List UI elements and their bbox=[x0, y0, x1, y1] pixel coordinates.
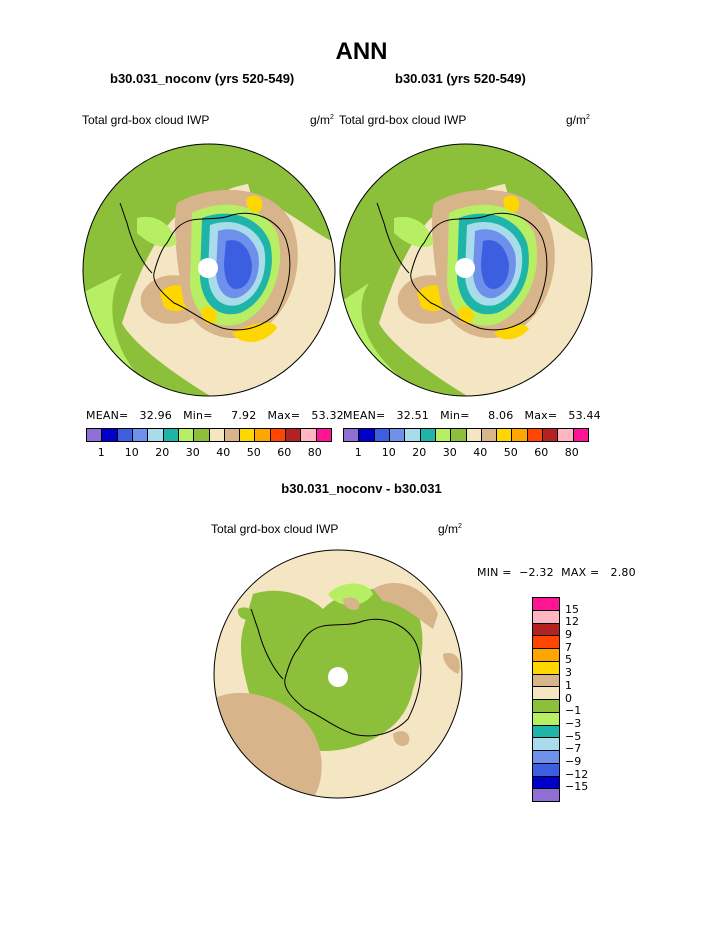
colorbar-tick-label: 60 bbox=[277, 446, 292, 459]
diff-colorbar-label: 15 bbox=[565, 602, 579, 616]
colorbar-tick-label: 80 bbox=[307, 446, 322, 459]
diff-colorbar-swatch bbox=[533, 712, 559, 726]
left-polar-map bbox=[82, 143, 336, 397]
colorbar-swatch bbox=[270, 429, 287, 441]
diff-colorbar-label: 9 bbox=[565, 628, 572, 642]
right-case-title: b30.031 (yrs 520-549) bbox=[395, 71, 526, 86]
diff-colorbar-label: 0 bbox=[565, 691, 572, 705]
colorbar-swatch bbox=[344, 429, 360, 441]
diff-colorbar-label: −3 bbox=[565, 716, 582, 730]
colorbar-tick-label: 50 bbox=[503, 446, 518, 459]
colorbar-swatch bbox=[102, 429, 118, 441]
diff-polar-map bbox=[213, 549, 463, 799]
colorbar-swatch bbox=[255, 429, 271, 441]
left-colorbar bbox=[86, 428, 332, 442]
colorbar-swatch bbox=[527, 429, 544, 441]
page-title: ANN bbox=[335, 38, 388, 65]
colorbar-tick-label: 10 bbox=[124, 446, 139, 459]
diff-colorbar-label: −5 bbox=[565, 729, 582, 743]
left-stats: MEAN= 32.96 Min= 7.92 Max= 53.32 bbox=[86, 409, 344, 422]
diff-colorbar-swatch bbox=[533, 763, 559, 777]
colorbar-swatch bbox=[497, 429, 513, 441]
right-field-name: Total grd-box cloud IWP bbox=[339, 113, 467, 127]
diff-units: g/m2 bbox=[438, 522, 462, 536]
colorbar-swatch bbox=[240, 429, 256, 441]
diff-colorbar-swatch bbox=[533, 776, 559, 790]
right-colorbar bbox=[343, 428, 589, 442]
colorbar-tick-label: 60 bbox=[534, 446, 549, 459]
colorbar-swatch bbox=[286, 429, 302, 441]
diff-colorbar-swatch bbox=[533, 649, 559, 662]
colorbar-tick-label: 1 bbox=[97, 446, 105, 459]
diff-colorbar-label: 1 bbox=[565, 678, 572, 692]
diff-colorbar-swatch bbox=[533, 661, 559, 675]
diff-colorbar-label: 12 bbox=[565, 615, 579, 629]
diff-field-name: Total grd-box cloud IWP bbox=[211, 522, 339, 536]
left-units: g/m2 bbox=[310, 113, 334, 127]
colorbar-swatch bbox=[132, 429, 149, 441]
diff-colorbar-label: 7 bbox=[565, 640, 572, 654]
colorbar-tick-label: 50 bbox=[246, 446, 261, 459]
colorbar-swatch bbox=[405, 429, 421, 441]
diff-colorbar-label: 3 bbox=[565, 666, 572, 680]
diff-colorbar-swatch bbox=[533, 789, 559, 801]
diff-colorbar-label: 5 bbox=[565, 653, 572, 667]
colorbar-swatch bbox=[209, 429, 225, 441]
colorbar-swatch bbox=[466, 429, 482, 441]
colorbar-swatch bbox=[420, 429, 436, 441]
colorbar-tick-label: 1 bbox=[354, 446, 362, 459]
colorbar-swatch bbox=[374, 429, 390, 441]
diff-colorbar-label: −12 bbox=[565, 767, 589, 781]
colorbar-swatch bbox=[117, 429, 133, 441]
diff-colorbar-swatch bbox=[533, 700, 559, 713]
colorbar-tick-label: 10 bbox=[381, 446, 396, 459]
left-field-name: Total grd-box cloud IWP bbox=[82, 113, 210, 127]
diff-colorbar-label: −1 bbox=[565, 704, 582, 718]
diff-colorbar-swatch bbox=[533, 598, 559, 611]
colorbar-swatch bbox=[301, 429, 317, 441]
colorbar-swatch bbox=[451, 429, 467, 441]
diff-colorbar-swatch bbox=[533, 738, 559, 751]
colorbar-tick-label: 20 bbox=[412, 446, 427, 459]
colorbar-swatch bbox=[163, 429, 179, 441]
left-case-title: b30.031_noconv (yrs 520-549) bbox=[110, 71, 295, 86]
diff-colorbar-label: −7 bbox=[565, 742, 582, 756]
colorbar-swatch bbox=[512, 429, 528, 441]
diff-colorbar-label: −15 bbox=[565, 780, 589, 794]
right-stats: MEAN= 32.51 Min= 8.06 Max= 53.44 bbox=[343, 409, 601, 422]
diff-colorbar-swatch bbox=[533, 623, 559, 637]
colorbar-swatch bbox=[87, 429, 103, 441]
colorbar-tick-label: 40 bbox=[473, 446, 488, 459]
diff-title: b30.031_noconv - b30.031 bbox=[281, 481, 442, 496]
diff-colorbar-swatch bbox=[533, 636, 559, 649]
diff-colorbar-swatch bbox=[533, 687, 559, 700]
diff-colorbar-swatch bbox=[533, 725, 559, 739]
diff-colorbar-label: −9 bbox=[565, 754, 582, 768]
diff-colorbar-swatch bbox=[533, 674, 559, 688]
colorbar-tick-label: 30 bbox=[185, 446, 200, 459]
colorbar-swatch bbox=[573, 429, 588, 441]
colorbar-tick-label: 20 bbox=[155, 446, 170, 459]
right-polar-map bbox=[339, 143, 593, 397]
colorbar-swatch bbox=[481, 429, 498, 441]
colorbar-swatch bbox=[389, 429, 406, 441]
colorbar-swatch bbox=[224, 429, 241, 441]
diff-colorbar-swatch bbox=[533, 751, 559, 764]
colorbar-swatch bbox=[316, 429, 331, 441]
colorbar-tick-label: 40 bbox=[216, 446, 231, 459]
right-units: g/m2 bbox=[566, 113, 590, 127]
colorbar-swatch bbox=[558, 429, 574, 441]
colorbar-tick-label: 80 bbox=[564, 446, 579, 459]
colorbar-swatch bbox=[359, 429, 375, 441]
colorbar-tick-label: 30 bbox=[442, 446, 457, 459]
diff-minmax: MIN = −2.32 MAX = 2.80 bbox=[477, 566, 636, 579]
diff-colorbar bbox=[532, 597, 560, 802]
colorbar-swatch bbox=[148, 429, 164, 441]
colorbar-swatch bbox=[543, 429, 559, 441]
diff-colorbar-swatch bbox=[533, 610, 559, 624]
colorbar-swatch bbox=[178, 429, 195, 441]
colorbar-swatch bbox=[435, 429, 452, 441]
colorbar-swatch bbox=[194, 429, 210, 441]
